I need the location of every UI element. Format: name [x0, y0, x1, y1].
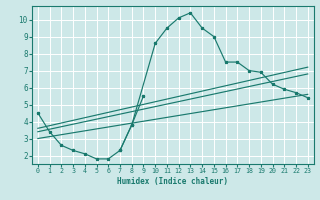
- X-axis label: Humidex (Indice chaleur): Humidex (Indice chaleur): [117, 177, 228, 186]
